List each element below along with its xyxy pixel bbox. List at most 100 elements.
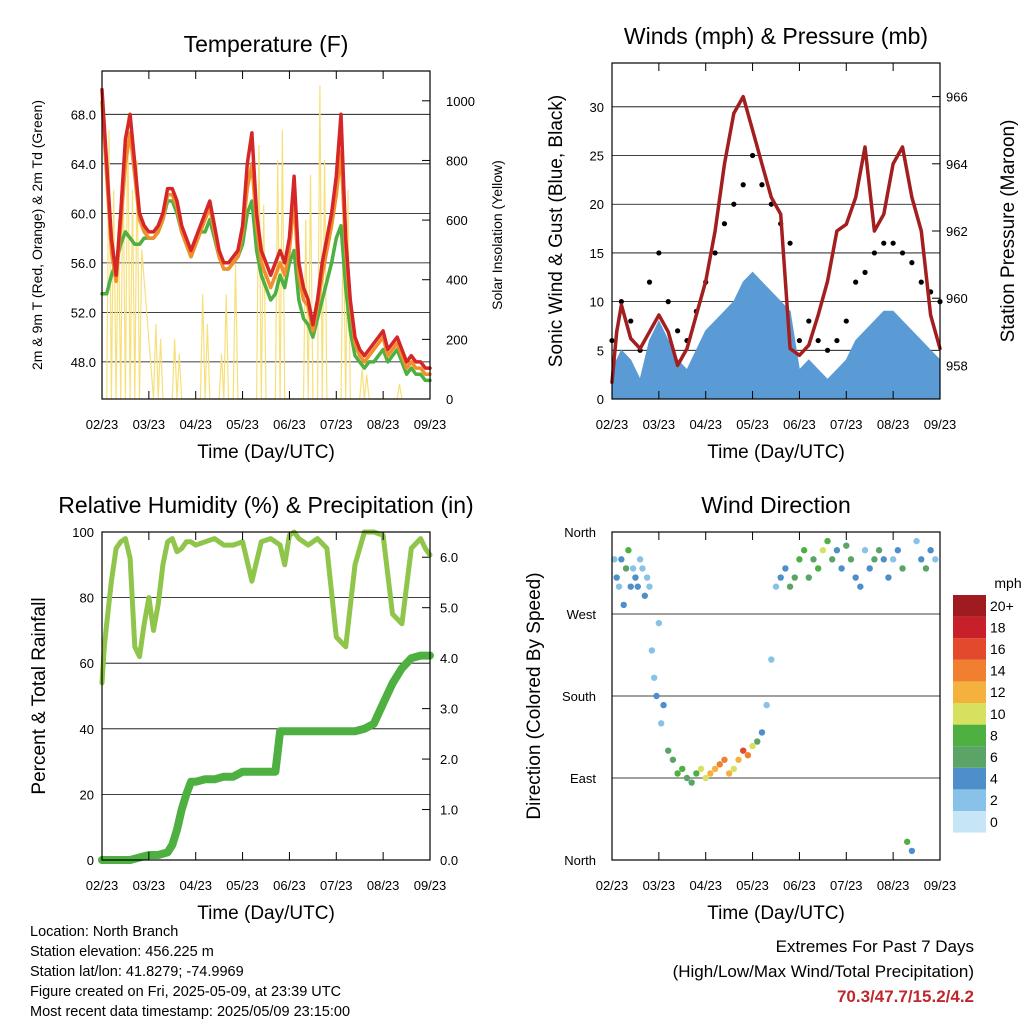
y-tick-label: 56.0 xyxy=(71,256,96,271)
x-tick-label: 05/23 xyxy=(736,417,769,432)
x-tick-label: 02/23 xyxy=(596,878,629,893)
x-tick-label: 08/23 xyxy=(877,878,910,893)
gust-point xyxy=(899,250,906,256)
direction-point xyxy=(819,547,827,554)
y2-tick-label: 600 xyxy=(446,213,468,228)
plot-frame xyxy=(101,70,431,400)
direction-point xyxy=(622,565,630,572)
direction-point xyxy=(861,547,869,554)
y2-tick-label: 960 xyxy=(946,291,968,306)
y2-tick-label: 0 xyxy=(446,392,453,407)
direction-point xyxy=(650,674,658,681)
gust-point xyxy=(731,201,737,207)
direction-point xyxy=(777,574,784,581)
gust-point xyxy=(628,318,634,324)
direction-point xyxy=(763,701,770,709)
x-tick-label: 02/23 xyxy=(86,417,119,432)
y-axis-label: 2m & 9m T (Red, Orange) & 2m Td (Green) xyxy=(29,100,45,370)
y-tick-label: 15 xyxy=(590,246,604,261)
direction-point xyxy=(932,556,939,563)
y-tick-label: 25 xyxy=(590,149,604,164)
direction-point xyxy=(618,556,625,563)
y-tick-label: 100 xyxy=(72,525,94,540)
direction-point xyxy=(758,729,766,736)
direction-point xyxy=(772,583,780,590)
x-tick-label: 03/23 xyxy=(643,878,676,893)
direction-point xyxy=(674,770,681,777)
extremes-title: Extremes For Past 7 Days xyxy=(775,937,974,956)
direction-point xyxy=(693,770,700,777)
direction-point xyxy=(625,547,632,554)
direction-point xyxy=(918,556,925,563)
direction-point xyxy=(829,556,836,563)
direction-point xyxy=(768,656,775,663)
x-tick-label: 09/23 xyxy=(924,878,957,893)
x-tick-label: 02/23 xyxy=(596,417,629,432)
y-tick-label: North xyxy=(564,853,596,868)
colorbar-label: 4 xyxy=(990,771,998,787)
direction-point xyxy=(641,592,648,599)
gust-point xyxy=(759,182,765,188)
gust-point xyxy=(656,250,662,256)
gust-point xyxy=(881,240,887,246)
gust-point xyxy=(787,240,793,246)
direction-point xyxy=(702,774,709,782)
direction-point xyxy=(655,619,663,627)
x-axis-label: Time (Day/UTC) xyxy=(197,442,335,463)
x-tick-label: 03/23 xyxy=(133,417,166,432)
gust-point xyxy=(918,279,924,285)
wind-direction-panel: Wind Direction Time (Day/UTC) North East Sou… xyxy=(524,492,956,924)
x-tick-label: 09/23 xyxy=(414,878,447,893)
direction-point xyxy=(629,565,637,572)
panel-title: Relative Humidity (%) & Precipitation (i… xyxy=(58,492,473,518)
y-tick-label: 0 xyxy=(597,392,604,407)
gust-point xyxy=(815,337,821,344)
y2-tick-label: 4.0 xyxy=(440,651,458,666)
y-tick-label: 48.0 xyxy=(71,355,96,370)
direction-point xyxy=(632,574,639,581)
y-tick-label: 10 xyxy=(590,295,604,310)
direction-point xyxy=(643,574,651,581)
direction-point xyxy=(824,537,831,545)
x-tick-label: 04/23 xyxy=(179,878,212,893)
speed-colorbar: mph 0 2 4 6 8 10 12 14 16 18 20+ xyxy=(953,575,1022,833)
station-elevation: Station elevation: 456.225 m xyxy=(30,944,214,960)
winds-pressure-panel: Winds (mph) & Pressure (mb) Time (Day/UTC… xyxy=(546,23,1019,463)
colorbar-swatch xyxy=(953,767,986,790)
x-tick-label: 06/23 xyxy=(783,878,816,893)
y-tick-label: 80 xyxy=(80,591,94,606)
colorbar-swatch xyxy=(953,811,986,833)
direction-point xyxy=(810,556,817,563)
colorbar-swatch xyxy=(953,659,986,682)
gust-point xyxy=(665,299,671,305)
direction-point xyxy=(665,747,672,754)
y-tick-label: North xyxy=(564,525,596,540)
y-tick-label: 5 xyxy=(597,343,604,358)
extremes-box: Extremes For Past 7 Days (High/Low/Max W… xyxy=(673,934,974,1009)
direction-point xyxy=(653,692,660,700)
direction-point xyxy=(636,556,644,563)
direction-point xyxy=(843,542,850,549)
direction-point xyxy=(889,556,897,563)
colorbar-label: 14 xyxy=(990,663,1006,679)
direction-point xyxy=(658,720,665,727)
x-tick-label: 05/23 xyxy=(736,878,769,893)
extremes-values: 70.3/47.7/15.2/4.2 xyxy=(836,987,974,1006)
y-axis-label: Sonic Wind & Gust (Blue, Black) xyxy=(546,95,567,367)
x-axis-label: Time (Day/UTC) xyxy=(707,903,845,924)
series-sonic-wind xyxy=(611,271,941,400)
x-axis-label: Time (Day/UTC) xyxy=(197,903,335,924)
direction-point xyxy=(735,756,742,763)
colorbar-swatch xyxy=(953,638,986,660)
figure-created: Figure created on Fri, 2025-05-09, at 23… xyxy=(30,984,342,1000)
direction-point xyxy=(627,583,634,590)
station-location: Location: North Branch xyxy=(30,924,179,940)
direction-point xyxy=(648,647,656,654)
temperature-panel: Temperature (F) Time (Day/UTC) 48.0 52.0 56.… xyxy=(29,31,505,463)
y-tick-label: 40 xyxy=(80,722,94,737)
y-tick-label: 30 xyxy=(590,100,604,115)
colorbar-swatch xyxy=(953,681,986,703)
plot-frame xyxy=(611,531,941,861)
colorbar-label: 20+ xyxy=(990,598,1014,614)
